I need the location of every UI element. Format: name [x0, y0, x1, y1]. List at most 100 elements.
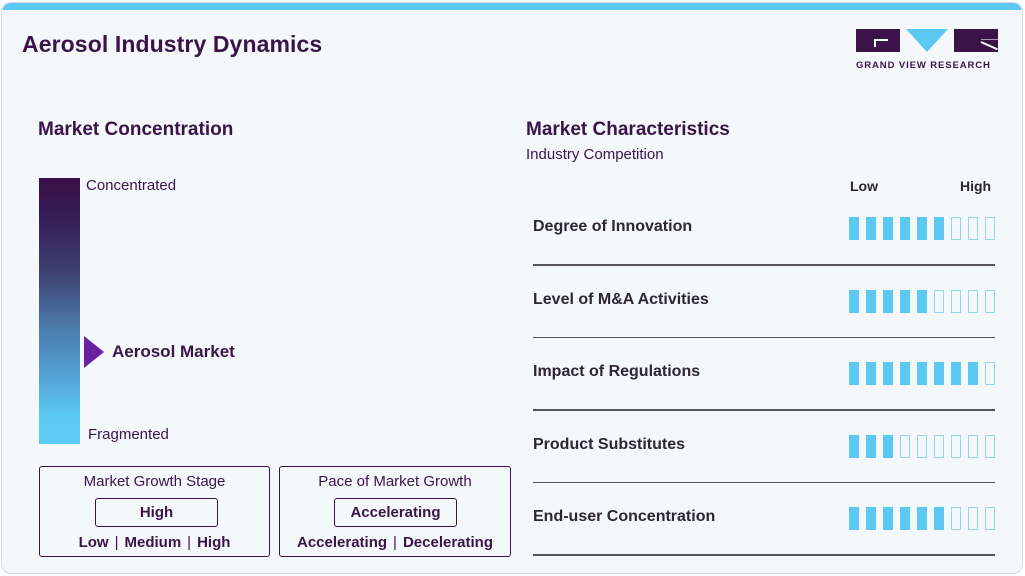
rating-bar-filled-icon [849, 507, 859, 531]
logo-text: GRAND VIEW RESEARCH [856, 60, 991, 71]
rating-bar-filled-icon [934, 362, 944, 386]
rating-bar-filled-icon [883, 289, 893, 313]
option-medium: Medium [124, 534, 182, 551]
characteristic-row: End-user Concentration [533, 483, 995, 556]
rating-bar-filled-icon [883, 362, 893, 386]
growth-pace-options: Accelerating | Decelerating [280, 534, 510, 551]
rating-bar-filled-icon [900, 217, 910, 240]
rating-bar-empty-icon [968, 217, 978, 240]
growth-stage-options: Low | Medium | High [40, 534, 269, 551]
rating-bars [849, 434, 995, 458]
characteristic-label: Impact of Regulations [533, 363, 701, 381]
rating-bar-empty-icon [985, 434, 995, 458]
option-decelerating: Decelerating [402, 534, 493, 551]
market-position-label: Aerosol Market [112, 342, 235, 361]
rating-bar-filled-icon [900, 289, 910, 313]
rating-bar-empty-icon [985, 362, 995, 386]
rating-bar-filled-icon [951, 362, 961, 386]
rating-bar-filled-icon [934, 217, 944, 240]
rating-bar-filled-icon [917, 289, 927, 313]
rating-bar-empty-icon [985, 289, 995, 313]
row-divider [533, 554, 995, 556]
rating-bars [849, 362, 995, 386]
rating-bar-filled-icon [849, 362, 859, 386]
scale-high-label: High [960, 178, 992, 194]
characteristic-label: Degree of Innovation [533, 218, 693, 235]
growth-pace-value[interactable]: Accelerating [334, 498, 457, 527]
rating-bar-filled-icon [883, 507, 893, 531]
rating-bars [849, 289, 995, 313]
rating-bar-empty-icon [951, 434, 961, 458]
characteristic-row: Level of M&A Activities [533, 266, 995, 339]
rating-bar-empty-icon [985, 217, 995, 240]
rating-bar-empty-icon [917, 434, 927, 458]
characteristic-row: Impact of Regulations [533, 338, 995, 411]
growth-pace-title: Pace of Market Growth [318, 473, 472, 490]
market-growth-stage-panel: Market Growth Stage High Low | Medium | High [39, 466, 270, 557]
rating-bar-empty-icon [968, 507, 978, 531]
rating-bar-empty-icon [951, 507, 961, 531]
industry-competition-subtitle: Industry Competition [526, 146, 664, 163]
market-position-marker-icon [84, 336, 104, 368]
rating-bar-filled-icon [883, 217, 893, 240]
page-title: Aerosol Industry Dynamics [22, 31, 323, 57]
top-accent-bar [2, 3, 1022, 10]
rating-bars [849, 217, 995, 240]
rating-bar-empty-icon [934, 434, 944, 458]
characteristics-list: Degree of Innovation Level of M&A Activi… [533, 193, 995, 556]
rating-bar-empty-icon [985, 507, 995, 531]
logo-v-triangle-icon [906, 29, 948, 52]
rating-bars [849, 507, 995, 531]
rating-bar-filled-icon [849, 289, 859, 313]
rating-bar-empty-icon [968, 434, 978, 458]
rating-bar-empty-icon [968, 289, 978, 313]
row-divider [533, 409, 995, 411]
logo-r-block-icon [954, 29, 998, 52]
rating-bar-filled-icon [883, 434, 893, 458]
option-separator: | [393, 534, 397, 551]
row-divider [533, 264, 995, 266]
characteristic-label: End-user Concentration [533, 508, 716, 526]
pace-of-market-growth-panel: Pace of Market Growth Accelerating Accel… [279, 466, 511, 557]
characteristic-row: Product Substitutes [533, 411, 995, 484]
rating-bar-filled-icon [866, 217, 876, 240]
row-divider [533, 481, 995, 484]
characteristic-label: Level of M&A Activities [533, 290, 709, 308]
rating-bar-filled-icon [968, 362, 978, 386]
option-separator: | [114, 534, 119, 551]
rating-bar-filled-icon [900, 362, 910, 386]
characteristic-row: Degree of Innovation [533, 193, 995, 266]
characteristic-label: Product Substitutes [533, 435, 686, 453]
row-divider [533, 336, 995, 339]
rating-bar-filled-icon [866, 289, 876, 313]
rating-bar-filled-icon [917, 362, 927, 386]
option-high: High [197, 534, 231, 551]
logo-g-notch-vertical [874, 39, 876, 47]
rating-bar-empty-icon [934, 289, 944, 313]
option-low: Low [78, 534, 109, 551]
rating-bar-filled-icon [917, 217, 927, 240]
market-characteristics-title: Market Characteristics [526, 119, 730, 140]
logo-r-line [981, 39, 998, 40]
rating-bar-filled-icon [900, 507, 910, 531]
rating-bar-filled-icon [917, 507, 927, 531]
option-accelerating: Accelerating [297, 534, 388, 551]
growth-stage-title: Market Growth Stage [83, 473, 226, 490]
scale-low-label: Low [850, 178, 878, 194]
concentration-gradient-bar [39, 178, 80, 444]
rating-bar-empty-icon [951, 217, 961, 240]
fragmented-label: Fragmented [88, 426, 169, 443]
rating-bar-empty-icon [900, 434, 910, 458]
market-concentration-title: Market Concentration [38, 119, 234, 140]
rating-bar-filled-icon [866, 507, 876, 531]
grand-view-research-logo: GRAND VIEW RESEARCH [856, 29, 1000, 73]
rating-bar-filled-icon [866, 434, 876, 458]
option-separator: | [187, 534, 192, 551]
rating-bar-filled-icon [866, 362, 876, 386]
logo-g-notch [874, 39, 888, 41]
rating-bar-empty-icon [951, 289, 961, 313]
growth-stage-value[interactable]: High [95, 498, 218, 527]
rating-bar-filled-icon [934, 507, 944, 531]
concentrated-label: Concentrated [86, 177, 177, 194]
